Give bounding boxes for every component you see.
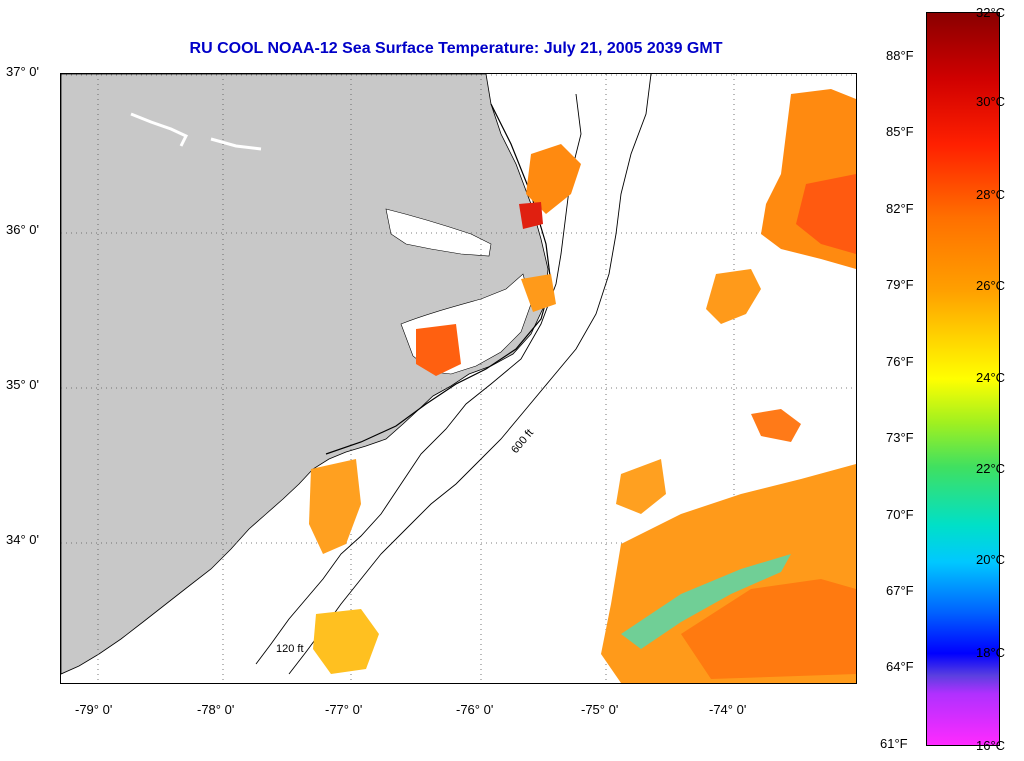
sst-patch-coastal-north-hot [519, 202, 543, 229]
celsius-label-28: 28°C [976, 187, 1006, 202]
sst-patch-gulfstream-west [616, 459, 666, 514]
fahrenheit-label-88: 88°F [886, 48, 914, 63]
fahrenheit-label-67: 67°F [886, 583, 914, 598]
sst-patch-offshore-mid [706, 269, 761, 324]
celsius-label-22: 22°C [976, 461, 1006, 476]
sst-patch-cape-lookout [521, 274, 556, 312]
sst-patch-northeast-core [796, 174, 856, 254]
celsius-label-16: 16°C [976, 738, 1006, 753]
lon-label-74: -74° 0' [709, 702, 747, 717]
river-inlet [130, 112, 262, 151]
sst-patch-onslow [313, 609, 379, 674]
fahrenheit-label-73: 73°F [886, 430, 914, 445]
map-title: RU COOL NOAA-12 Sea Surface Temperature:… [189, 40, 723, 57]
temperature-colorbar [926, 12, 1000, 746]
fahrenheit-label-85: 85°F [886, 124, 914, 139]
sst-patch-offshore-small [751, 409, 801, 442]
celsius-label-20: 20°C [976, 552, 1006, 567]
map-canvas: 120 ft 600 ft [61, 74, 856, 683]
celsius-label-24: 24°C [976, 370, 1006, 385]
fahrenheit-label-82: 82°F [886, 201, 914, 216]
sst-patch-southeast-warm [681, 579, 856, 679]
contour-600ft [288, 74, 652, 675]
lat-label-37: 37° 0' [6, 64, 39, 79]
sst-patch-nearshore-south [309, 459, 361, 554]
sst-patch-coastal-north [526, 144, 581, 214]
lon-label-78: -78° 0' [197, 702, 235, 717]
lat-label-36: 36° 0' [6, 222, 39, 237]
fahrenheit-label-79: 79°F [886, 277, 914, 292]
fahrenheit-label-76: 76°F [886, 354, 914, 369]
lon-label-76: -76° 0' [456, 702, 494, 717]
celsius-label-32: 32°C [976, 5, 1006, 20]
lon-label-77: -77° 0' [325, 702, 363, 717]
fahrenheit-label-64: 64°F [886, 659, 914, 674]
contour-label-120: 120 ft [276, 643, 304, 655]
contour-120ft [255, 93, 582, 665]
sst-patch-southeast-cool [621, 554, 791, 649]
sst-patches [309, 89, 856, 683]
fahrenheit-label-70: 70°F [886, 507, 914, 522]
contour-label-600: 600 ft [509, 427, 536, 456]
lat-label-34: 34° 0' [6, 532, 39, 547]
celsius-label-30: 30°C [976, 94, 1006, 109]
sst-map: 120 ft 600 ft [60, 73, 857, 684]
celsius-label-18: 18°C [976, 645, 1006, 660]
fahrenheit-label-61: 61°F [880, 736, 908, 751]
lat-label-35: 35° 0' [6, 377, 39, 392]
lon-label-75: -75° 0' [581, 702, 619, 717]
sst-patch-pamlico [416, 324, 461, 376]
celsius-label-26: 26°C [976, 278, 1006, 293]
albemarle-sound [385, 208, 492, 257]
lon-label-79: -79° 0' [75, 702, 113, 717]
